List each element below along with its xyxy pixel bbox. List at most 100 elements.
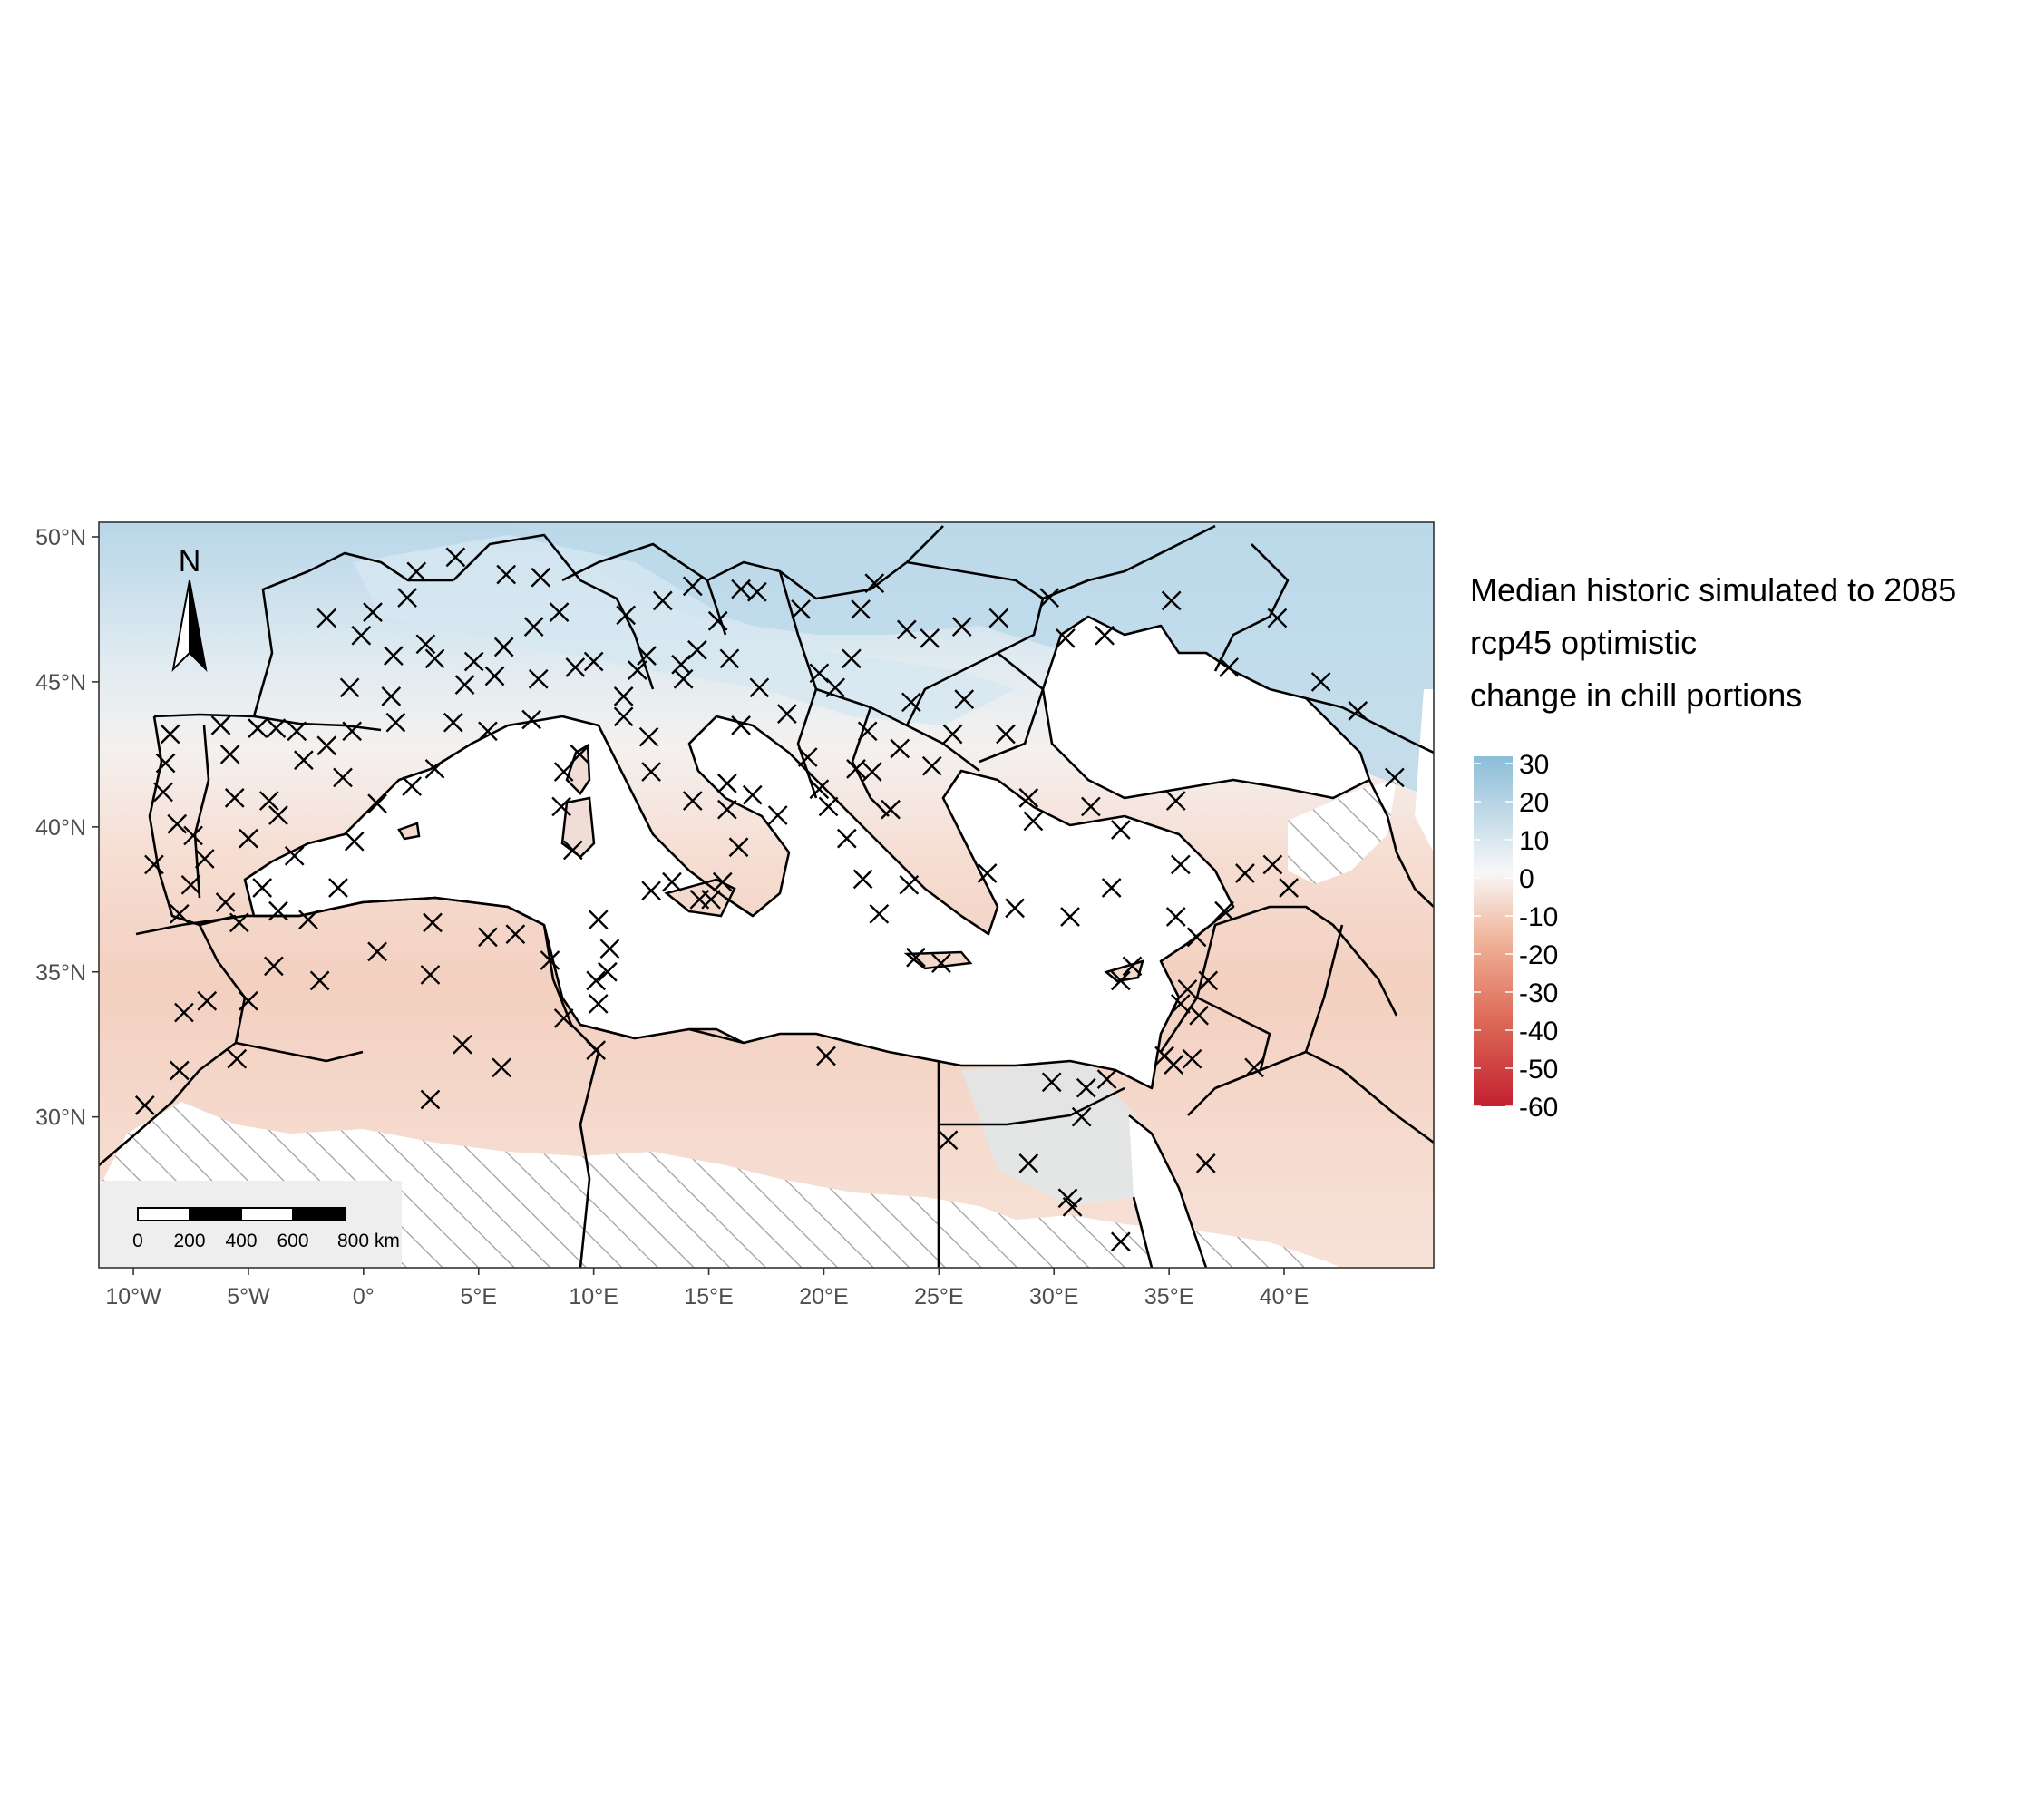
station-marker — [328, 878, 348, 898]
station-marker — [144, 854, 164, 875]
station-marker — [954, 689, 975, 709]
station-marker — [637, 646, 657, 666]
station-marker — [719, 648, 740, 669]
station-marker — [406, 561, 427, 582]
station-marker — [1165, 791, 1186, 811]
sea-red — [1129, 1115, 1206, 1268]
station-marker — [1110, 970, 1131, 991]
y-tick-label: 30°N — [35, 1105, 86, 1131]
station-marker — [613, 706, 634, 727]
station-marker — [996, 724, 1016, 745]
station-marker — [988, 608, 1009, 628]
station-marker — [1081, 796, 1101, 817]
station-marker — [1279, 878, 1299, 898]
y-tick-label: 40°N — [35, 815, 86, 841]
station-marker — [1110, 820, 1131, 840]
legend-title-line-3: change in chill portions — [1470, 676, 1802, 714]
station-marker — [351, 625, 372, 646]
station-marker — [1060, 907, 1080, 927]
station-marker — [1018, 1153, 1039, 1173]
station-marker — [258, 791, 279, 811]
station-marker — [528, 668, 549, 689]
station-marker — [134, 1095, 155, 1115]
station-marker — [384, 646, 404, 666]
station-marker — [1154, 1046, 1174, 1066]
station-marker — [1165, 907, 1186, 927]
station-marker — [505, 924, 526, 945]
station-marker — [869, 903, 890, 924]
legend: Median historic simulated to 2085 rcp45 … — [1470, 571, 1956, 1123]
station-marker — [1262, 854, 1283, 875]
station-marker — [1235, 863, 1255, 883]
sea-black — [1043, 617, 1369, 798]
station-marker — [180, 874, 201, 895]
station-marker — [553, 762, 574, 782]
station-marker — [167, 813, 188, 834]
station-marker — [942, 724, 963, 745]
legend-tick-label: 0 — [1519, 864, 1534, 894]
map-panel-border — [98, 521, 1435, 1269]
country-borders — [99, 524, 1434, 1268]
legend-tick-label: -30 — [1519, 978, 1558, 1008]
x-tick-label: 0° — [353, 1284, 375, 1309]
station-marker — [641, 762, 661, 782]
station-marker — [1110, 1231, 1131, 1252]
station-marker — [153, 782, 173, 803]
legend-tick-label: 30 — [1519, 750, 1549, 780]
station-marker — [749, 677, 770, 698]
y-axis: 50°N 45°N 40°N 35°N 30°N — [35, 525, 99, 1131]
station-marker — [266, 718, 287, 738]
station-marker — [857, 721, 878, 742]
station-marker — [443, 712, 463, 733]
station-marker — [628, 660, 648, 680]
station-marker — [613, 686, 634, 706]
legend-title-line-2: rcp45 optimistic — [1470, 624, 1697, 661]
station-marker — [549, 602, 570, 623]
station-marker — [598, 961, 618, 982]
station-marker — [652, 590, 673, 611]
station-marker — [712, 871, 733, 892]
station-marker — [1161, 590, 1182, 611]
station-marker — [287, 721, 307, 742]
station-marker — [194, 849, 215, 869]
station-marker — [224, 788, 245, 808]
scale-bar-label: 200 — [173, 1231, 205, 1251]
sea-caspian-strip — [1415, 689, 1434, 852]
no-data-hatch-sahara — [99, 1102, 1342, 1268]
station-marker — [562, 840, 583, 861]
station-marker — [890, 738, 910, 759]
north-arrow-label: N — [179, 544, 201, 579]
station-marker — [881, 799, 901, 820]
station-marker — [215, 892, 236, 912]
no-data-hatch-turkey — [1288, 780, 1397, 884]
legend-tick-label: -60 — [1519, 1093, 1558, 1123]
legend-tick-label: 20 — [1519, 788, 1549, 818]
station-marker — [183, 825, 203, 846]
station-marker — [268, 805, 288, 825]
station-marker — [463, 651, 484, 672]
legend-title-line-1: Median historic simulated to 2085 — [1470, 571, 1956, 608]
station-marker — [284, 845, 305, 866]
station-marker — [160, 724, 180, 745]
scale-bar: 0 200 400 600 800 km — [99, 1181, 402, 1268]
station-marker — [197, 990, 218, 1011]
station-marker — [896, 619, 917, 640]
station-marker — [921, 755, 942, 776]
station-marker — [588, 994, 609, 1014]
station-marker — [397, 588, 417, 608]
station-marker — [638, 726, 659, 747]
station-marker — [746, 581, 767, 602]
cooling-region-central — [354, 535, 1016, 725]
station-marker — [920, 628, 940, 648]
station-marker — [586, 1040, 607, 1060]
station-marker — [1062, 1196, 1083, 1217]
x-tick-label: 10°E — [569, 1284, 618, 1309]
legend-tick-label: -20 — [1519, 940, 1558, 970]
station-marker — [1348, 701, 1368, 721]
station-marker — [717, 799, 737, 820]
station-marker — [219, 745, 240, 764]
station-marker — [846, 759, 866, 779]
station-marker — [842, 648, 862, 669]
station-marker — [1039, 588, 1060, 608]
station-marker — [381, 686, 402, 706]
